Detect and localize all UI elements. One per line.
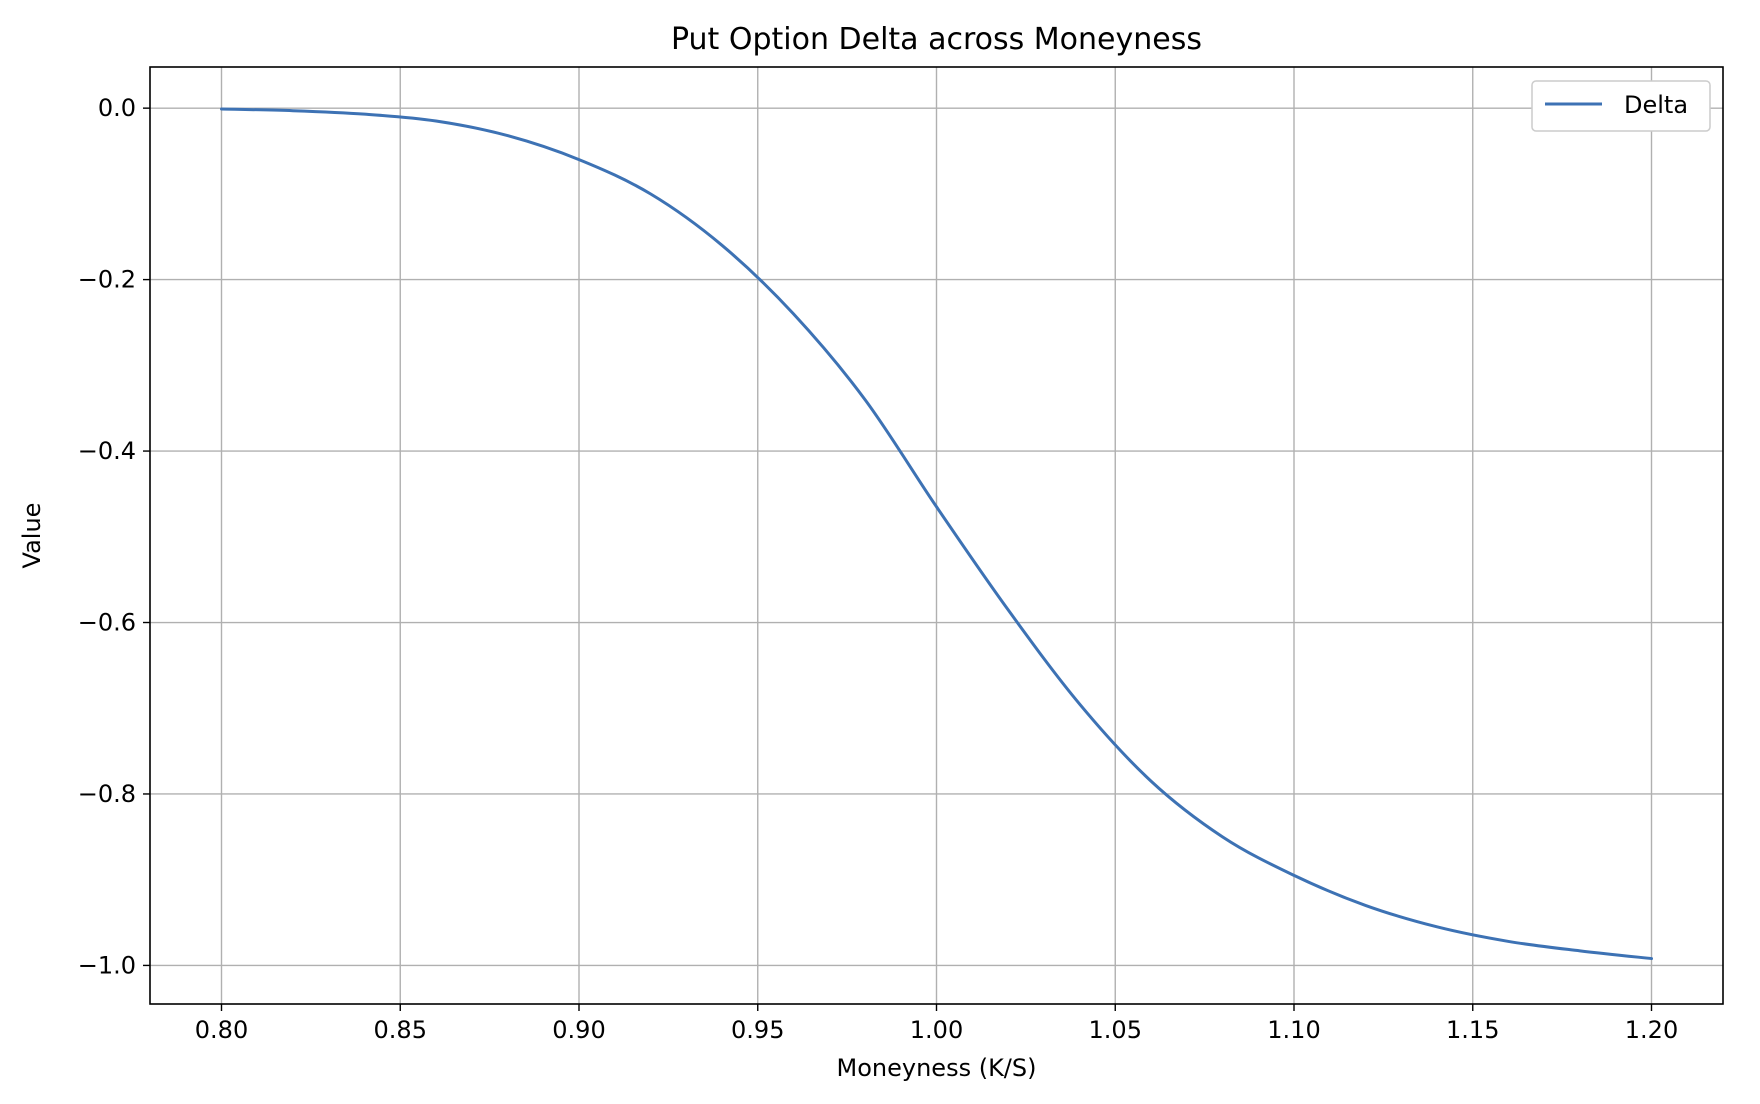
x-tick-label: 1.15 <box>1446 1016 1499 1044</box>
y-tick-label: −0.2 <box>78 266 136 294</box>
y-tick-label: −0.6 <box>78 609 136 637</box>
y-tick-label: −0.4 <box>78 437 136 465</box>
x-tick-label: 0.85 <box>374 1016 427 1044</box>
y-axis-label: Value <box>18 503 46 569</box>
x-axis-label: Moneyness (K/S) <box>837 1054 1037 1082</box>
x-tick-label: 0.95 <box>731 1016 784 1044</box>
grid-layer <box>150 67 1723 1004</box>
x-tick-label: 1.05 <box>1089 1016 1142 1044</box>
x-tick-label: 0.80 <box>195 1016 248 1044</box>
y-tick-label: 0.0 <box>98 94 136 122</box>
x-tick-label: 1.20 <box>1625 1016 1678 1044</box>
ticks-layer: 0.80 0.85 0.90 0.95 1.00 1.05 1.10 1.15 1.20 0.0 −… <box>78 94 1679 1044</box>
x-tick-label: 1.00 <box>910 1016 963 1044</box>
legend: Delta <box>1532 81 1710 131</box>
y-tick-label: −1.0 <box>78 951 136 979</box>
x-tick-label: 0.90 <box>552 1016 605 1044</box>
y-tick-label: −0.8 <box>78 780 136 808</box>
legend-label: Delta <box>1624 91 1688 119</box>
x-tick-label: 1.10 <box>1267 1016 1320 1044</box>
chart-title: Put Option Delta across Moneyness <box>671 22 1202 57</box>
